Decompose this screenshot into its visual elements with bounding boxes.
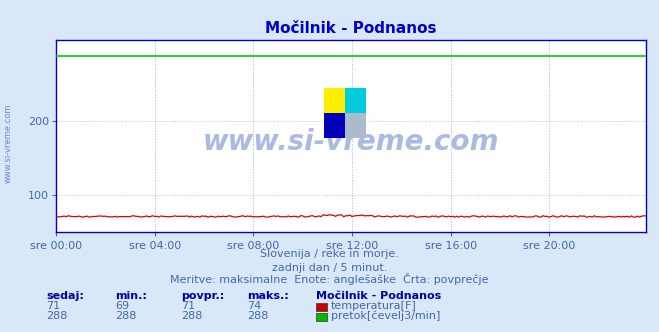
Text: 71: 71	[46, 301, 60, 311]
Text: www.si-vreme.com: www.si-vreme.com	[203, 128, 499, 156]
Text: povpr.:: povpr.:	[181, 291, 225, 301]
Text: temperatura[F]: temperatura[F]	[331, 301, 416, 311]
Text: zadnji dan / 5 minut.: zadnji dan / 5 minut.	[272, 263, 387, 273]
Text: 288: 288	[115, 311, 136, 321]
Text: www.si-vreme.com: www.si-vreme.com	[3, 103, 13, 183]
Text: Slovenija / reke in morje.: Slovenija / reke in morje.	[260, 249, 399, 259]
Bar	[324, 88, 345, 113]
Text: maks.:: maks.:	[247, 291, 289, 301]
Text: Močilnik - Podnanos: Močilnik - Podnanos	[316, 291, 442, 301]
Text: 288: 288	[181, 311, 202, 321]
Bar	[345, 113, 366, 138]
Text: 71: 71	[181, 301, 195, 311]
Text: 69: 69	[115, 301, 129, 311]
Bar	[345, 88, 366, 113]
Text: Meritve: maksimalne  Enote: anglešaške  Črta: povprečje: Meritve: maksimalne Enote: anglešaške Čr…	[170, 273, 489, 285]
Text: 74: 74	[247, 301, 262, 311]
Text: sedaj:: sedaj:	[46, 291, 84, 301]
Text: pretok[čevelj3/min]: pretok[čevelj3/min]	[331, 311, 440, 321]
Text: 288: 288	[247, 311, 268, 321]
Text: min.:: min.:	[115, 291, 147, 301]
Text: 288: 288	[46, 311, 67, 321]
Bar	[324, 113, 345, 138]
Title: Močilnik - Podnanos: Močilnik - Podnanos	[265, 21, 437, 36]
